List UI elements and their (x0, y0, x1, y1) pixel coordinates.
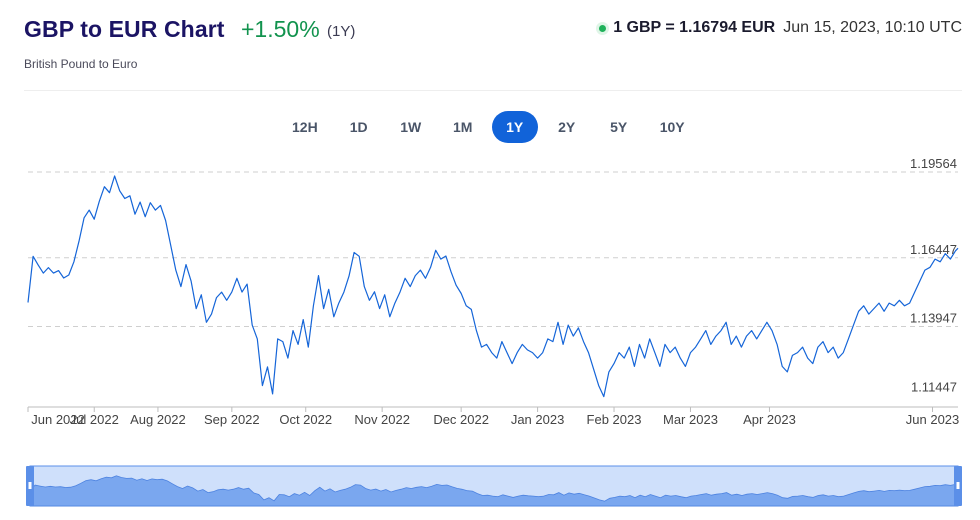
x-tick-label: Nov 2022 (354, 412, 410, 427)
rate-timestamp: Jun 15, 2023, 10:10 UTC (783, 19, 962, 36)
x-tick-label: Jan 2023 (511, 412, 565, 427)
chart-subtitle: British Pound to Euro (24, 57, 138, 71)
tab-2y[interactable]: 2Y (558, 119, 576, 135)
live-rate: 1 GBP = 1.16794 EUR Jun 15, 2023, 10:10 … (599, 19, 962, 37)
tab-1w[interactable]: 1W (400, 119, 422, 135)
y-tick-label: 1.19564 (910, 156, 957, 171)
x-tick-label: Sep 2022 (204, 412, 260, 427)
x-tick-label: Jun 2022 (31, 412, 85, 427)
x-tick-label: Oct 2022 (279, 412, 332, 427)
x-tick-label: Aug 2022 (130, 412, 186, 427)
rate-value: 1 GBP = 1.16794 EUR (613, 19, 776, 36)
header-divider (24, 90, 962, 91)
x-tick-label: Apr 2023 (743, 412, 796, 427)
percent-change: +1.50% (241, 16, 320, 42)
y-tick-label: 1.16447 (910, 242, 957, 257)
live-status-icon (599, 24, 607, 32)
tab-1d[interactable]: 1D (349, 119, 368, 135)
x-tick-label: Dec 2022 (433, 412, 489, 427)
tab-1y[interactable]: 1Y (491, 111, 538, 143)
y-tick-label: 1.11447 (911, 379, 957, 394)
x-tick-label: Mar 2023 (663, 412, 718, 427)
tab-10y[interactable]: 10Y (659, 119, 685, 135)
period-label: (1Y) (327, 23, 356, 40)
navigator-area (29, 475, 959, 507)
tab-1m[interactable]: 1M (452, 119, 473, 135)
series-line (27, 175, 959, 398)
y-tick-label: 1.13947 (910, 311, 957, 326)
x-tick-label: Jul 2022 (70, 412, 119, 427)
tab-12h[interactable]: 12H (292, 119, 318, 135)
handle-grip-icon (956, 482, 960, 489)
x-tick-label: Feb 2023 (587, 412, 642, 427)
x-tick-label: Jun 2023 (906, 412, 960, 427)
chart-title: GBP to EUR Chart (24, 16, 225, 42)
handle-grip-icon (28, 482, 32, 489)
range-tabs: 12H 1D 1W 1M 1Y 2Y 5Y 10Y (280, 111, 703, 143)
tab-5y[interactable]: 5Y (610, 119, 628, 135)
